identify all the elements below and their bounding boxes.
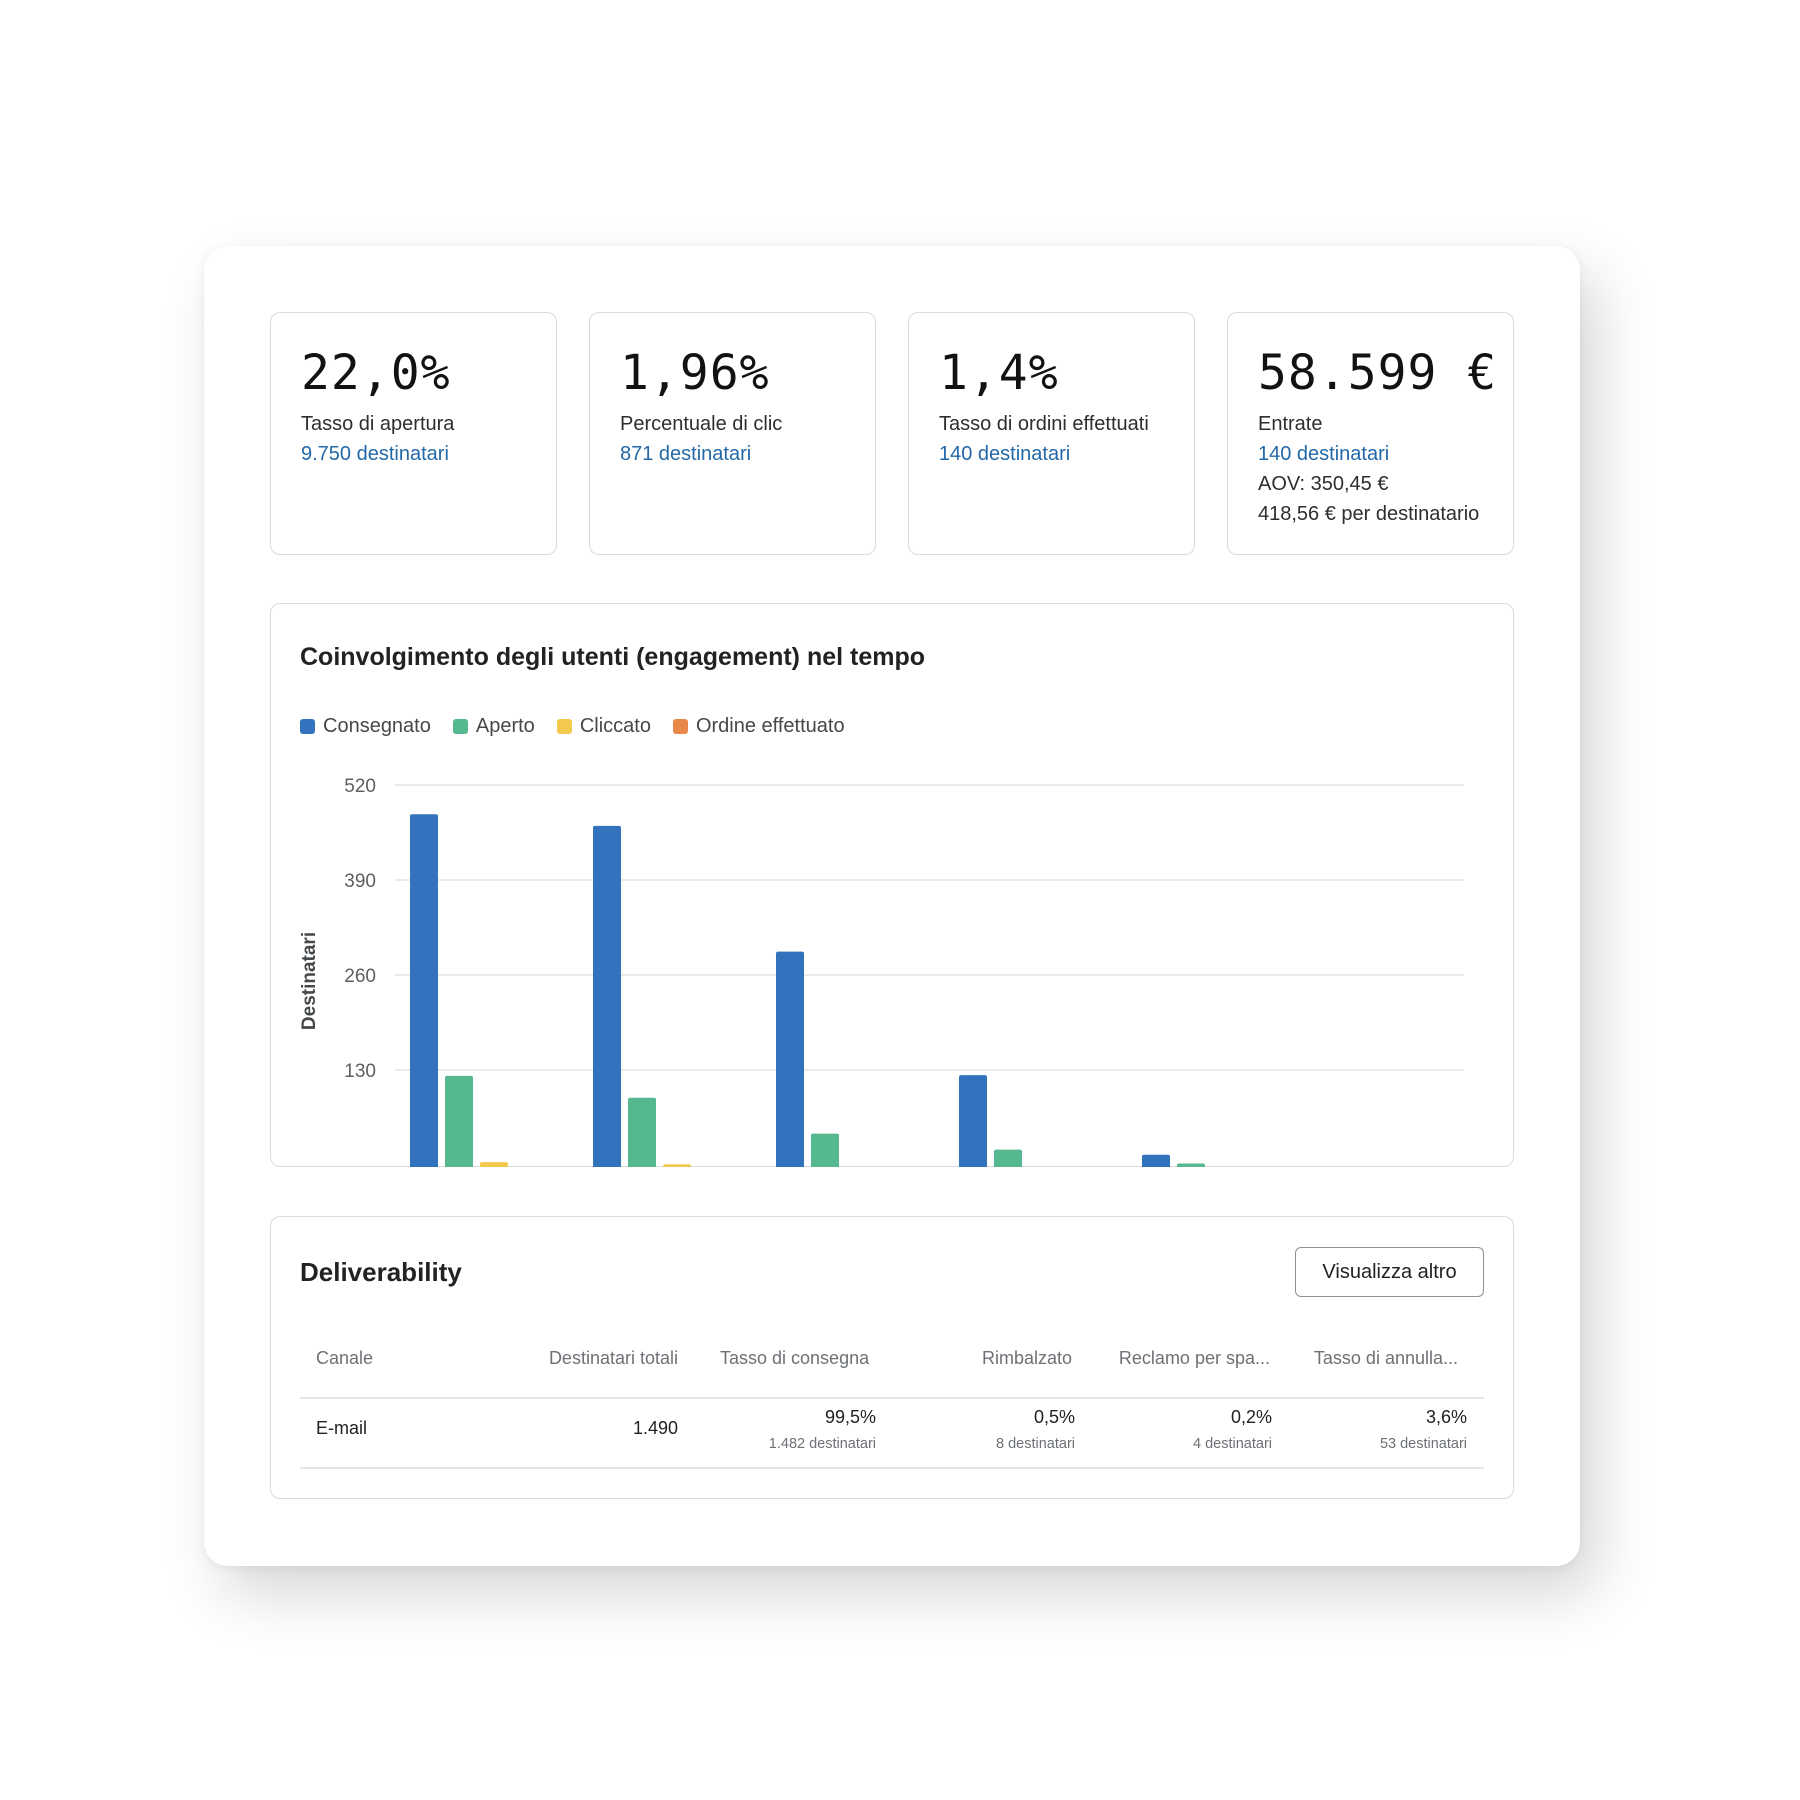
metric-card-order-rate: 1,4% Tasso di ordini effettuati 140 dest… [908,312,1195,555]
column-header-total-recipients[interactable]: Destinatari totali [548,1348,678,1368]
metric-label: Entrate [1258,413,1323,435]
legend-swatch [452,719,468,734]
legend-label: Aperto [475,715,535,737]
column-header-spam-complaint[interactable]: Reclamo per spa... [1118,1348,1270,1368]
metric-label: Percentuale di clic [620,413,783,435]
legend-swatch [300,719,315,734]
chart-legend: Consegnato Aperto Cliccato Ordine effett… [300,715,845,738]
metric-card-click-rate: 1,96% Percentuale di clic 871 destinatar… [589,312,876,555]
legend-label: Consegnato [323,715,431,737]
legend-swatch [672,719,688,734]
column-header-delivery-rate[interactable]: Tasso di consegna [720,1348,870,1368]
bar-consegnato [1142,1154,1170,1167]
y-tick-label: 260 [344,966,376,987]
cell-unsubscribe-recipients: 53 destinatari [1379,1436,1467,1452]
metric-label: Tasso di ordini effettuati [939,413,1149,435]
metric-aov: AOV: 350,45 € [1258,473,1389,495]
legend-item-order-placed[interactable]: Ordine effettuato [672,715,845,738]
engagement-chart-card [270,603,1514,1167]
bar-aperto [994,1149,1022,1167]
metric-value: 1,4% [939,345,1059,401]
bar-consegnato [593,825,621,1167]
metric-recipients-link[interactable]: 871 destinatari [620,443,752,465]
bar-cliccato [480,1162,508,1167]
metric-value: 1,96% [620,345,770,401]
cell-spam: 0,2% [1230,1407,1272,1427]
y-axis-label: Destinatari [299,932,320,1030]
column-header-channel[interactable]: Canale [316,1348,374,1368]
bar-consegnato [959,1075,987,1167]
cell-channel: E-mail [316,1418,368,1438]
view-more-button[interactable]: Visualizza altro [1295,1247,1484,1297]
bar-aperto [811,1133,839,1167]
table-header-divider [300,1397,1484,1399]
bar-aperto [628,1097,656,1167]
deliverability-title: Deliverability [300,1257,462,1287]
legend-item-clicked[interactable]: Cliccato [556,715,651,738]
bar-consegnato [410,814,438,1167]
metric-label: Tasso di apertura [301,413,455,435]
chart-title: Coinvolgimento degli utenti (engagement)… [300,643,926,671]
engagement-bar-chart: 130 260 390 520 Destinatari [299,776,1464,1167]
cell-total: 1.490 [632,1418,678,1438]
metric-per-recipient: 418,56 € per destinatario [1258,503,1480,525]
cell-unsubscribe: 3,6% [1425,1407,1467,1427]
metric-recipients-link[interactable]: 140 destinatari [1258,443,1390,465]
legend-item-opened[interactable]: Aperto [452,715,535,738]
y-tick-label: 390 [344,871,376,892]
metric-recipients-link[interactable]: 140 destinatari [939,443,1071,465]
cell-delivery-rate: 99,5% [824,1407,876,1427]
cell-spam-recipients: 4 destinatari [1193,1436,1272,1452]
legend-swatch [556,719,572,734]
legend-label: Cliccato [579,715,651,737]
metric-value: 22,0% [301,345,451,401]
bar-aperto [445,1075,473,1167]
cell-bounced: 0,5% [1033,1407,1075,1427]
y-tick-label: 520 [344,776,376,797]
bar-consegnato [776,951,804,1167]
metric-recipients-link[interactable]: 9.750 destinatari [301,443,449,465]
column-header-unsubscribe-rate[interactable]: Tasso di annulla... [1313,1348,1458,1368]
metric-value: 58.599 € [1258,345,1498,401]
column-header-bounced[interactable]: Rimbalzato [981,1348,1072,1368]
cell-delivery-recipients: 1.482 destinatari [768,1436,876,1452]
legend-item-delivered[interactable]: Consegnato [300,715,431,738]
metric-card-open-rate: 22,0% Tasso di apertura 9.750 destinatar… [270,312,557,555]
bar-cliccato [663,1164,691,1167]
bar-aperto [1177,1163,1205,1167]
legend-label: Ordine effettuato [695,715,845,737]
cell-bounced-recipients: 8 destinatari [996,1436,1075,1452]
table-row-divider [300,1467,1484,1469]
metric-card-revenue: 58.599 € Entrate 140 destinatari AOV: 35… [1227,312,1514,555]
y-tick-label: 130 [344,1061,376,1082]
